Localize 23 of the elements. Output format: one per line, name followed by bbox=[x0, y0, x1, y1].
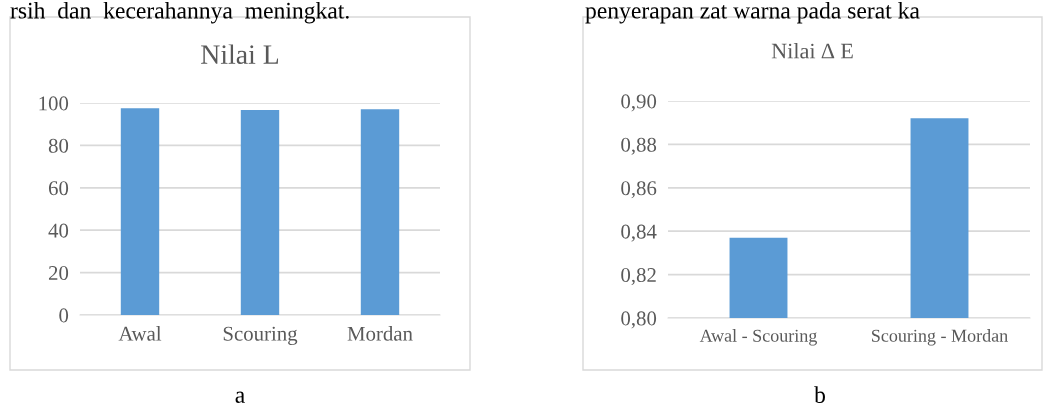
text: a bbox=[235, 391, 245, 403]
y-tick-label: 20 bbox=[48, 265, 69, 281]
y-tick-label: 0,84 bbox=[621, 224, 657, 242]
text: penyerapan zat warna pada serat ka bbox=[585, 2, 920, 24]
x-tick-label: Scouring - Mordan bbox=[872, 329, 1008, 346]
y-tick-label: 0,82 bbox=[621, 267, 656, 286]
x-tick-label: Awal - Scouring bbox=[699, 329, 817, 346]
chart-title: Nilai L bbox=[201, 44, 279, 64]
y-tick-label: 40 bbox=[48, 223, 69, 238]
x-tick-label: Scouring bbox=[223, 326, 298, 345]
y-tick-label: 0,80 bbox=[621, 311, 657, 329]
y-tick-label: 0,88 bbox=[621, 137, 657, 155]
y-tick-label: 0 bbox=[59, 308, 69, 323]
y-tick-label: 0,86 bbox=[621, 181, 657, 199]
x-tick-label: Awal bbox=[118, 326, 162, 341]
x-tick-label: Mordan bbox=[347, 326, 413, 341]
text: b bbox=[814, 386, 825, 403]
text: rsih dan kecerahannya meningkat. bbox=[10, 2, 349, 24]
chart-title: Nilai ∆ E bbox=[771, 42, 853, 59]
y-tick-label: 0,90 bbox=[621, 94, 657, 112]
y-tick-label: 100 bbox=[39, 96, 69, 111]
y-tick-label: 80 bbox=[48, 138, 69, 153]
y-tick-label: 60 bbox=[48, 181, 69, 196]
